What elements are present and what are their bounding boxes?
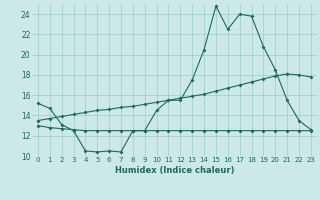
X-axis label: Humidex (Indice chaleur): Humidex (Indice chaleur) <box>115 166 234 175</box>
